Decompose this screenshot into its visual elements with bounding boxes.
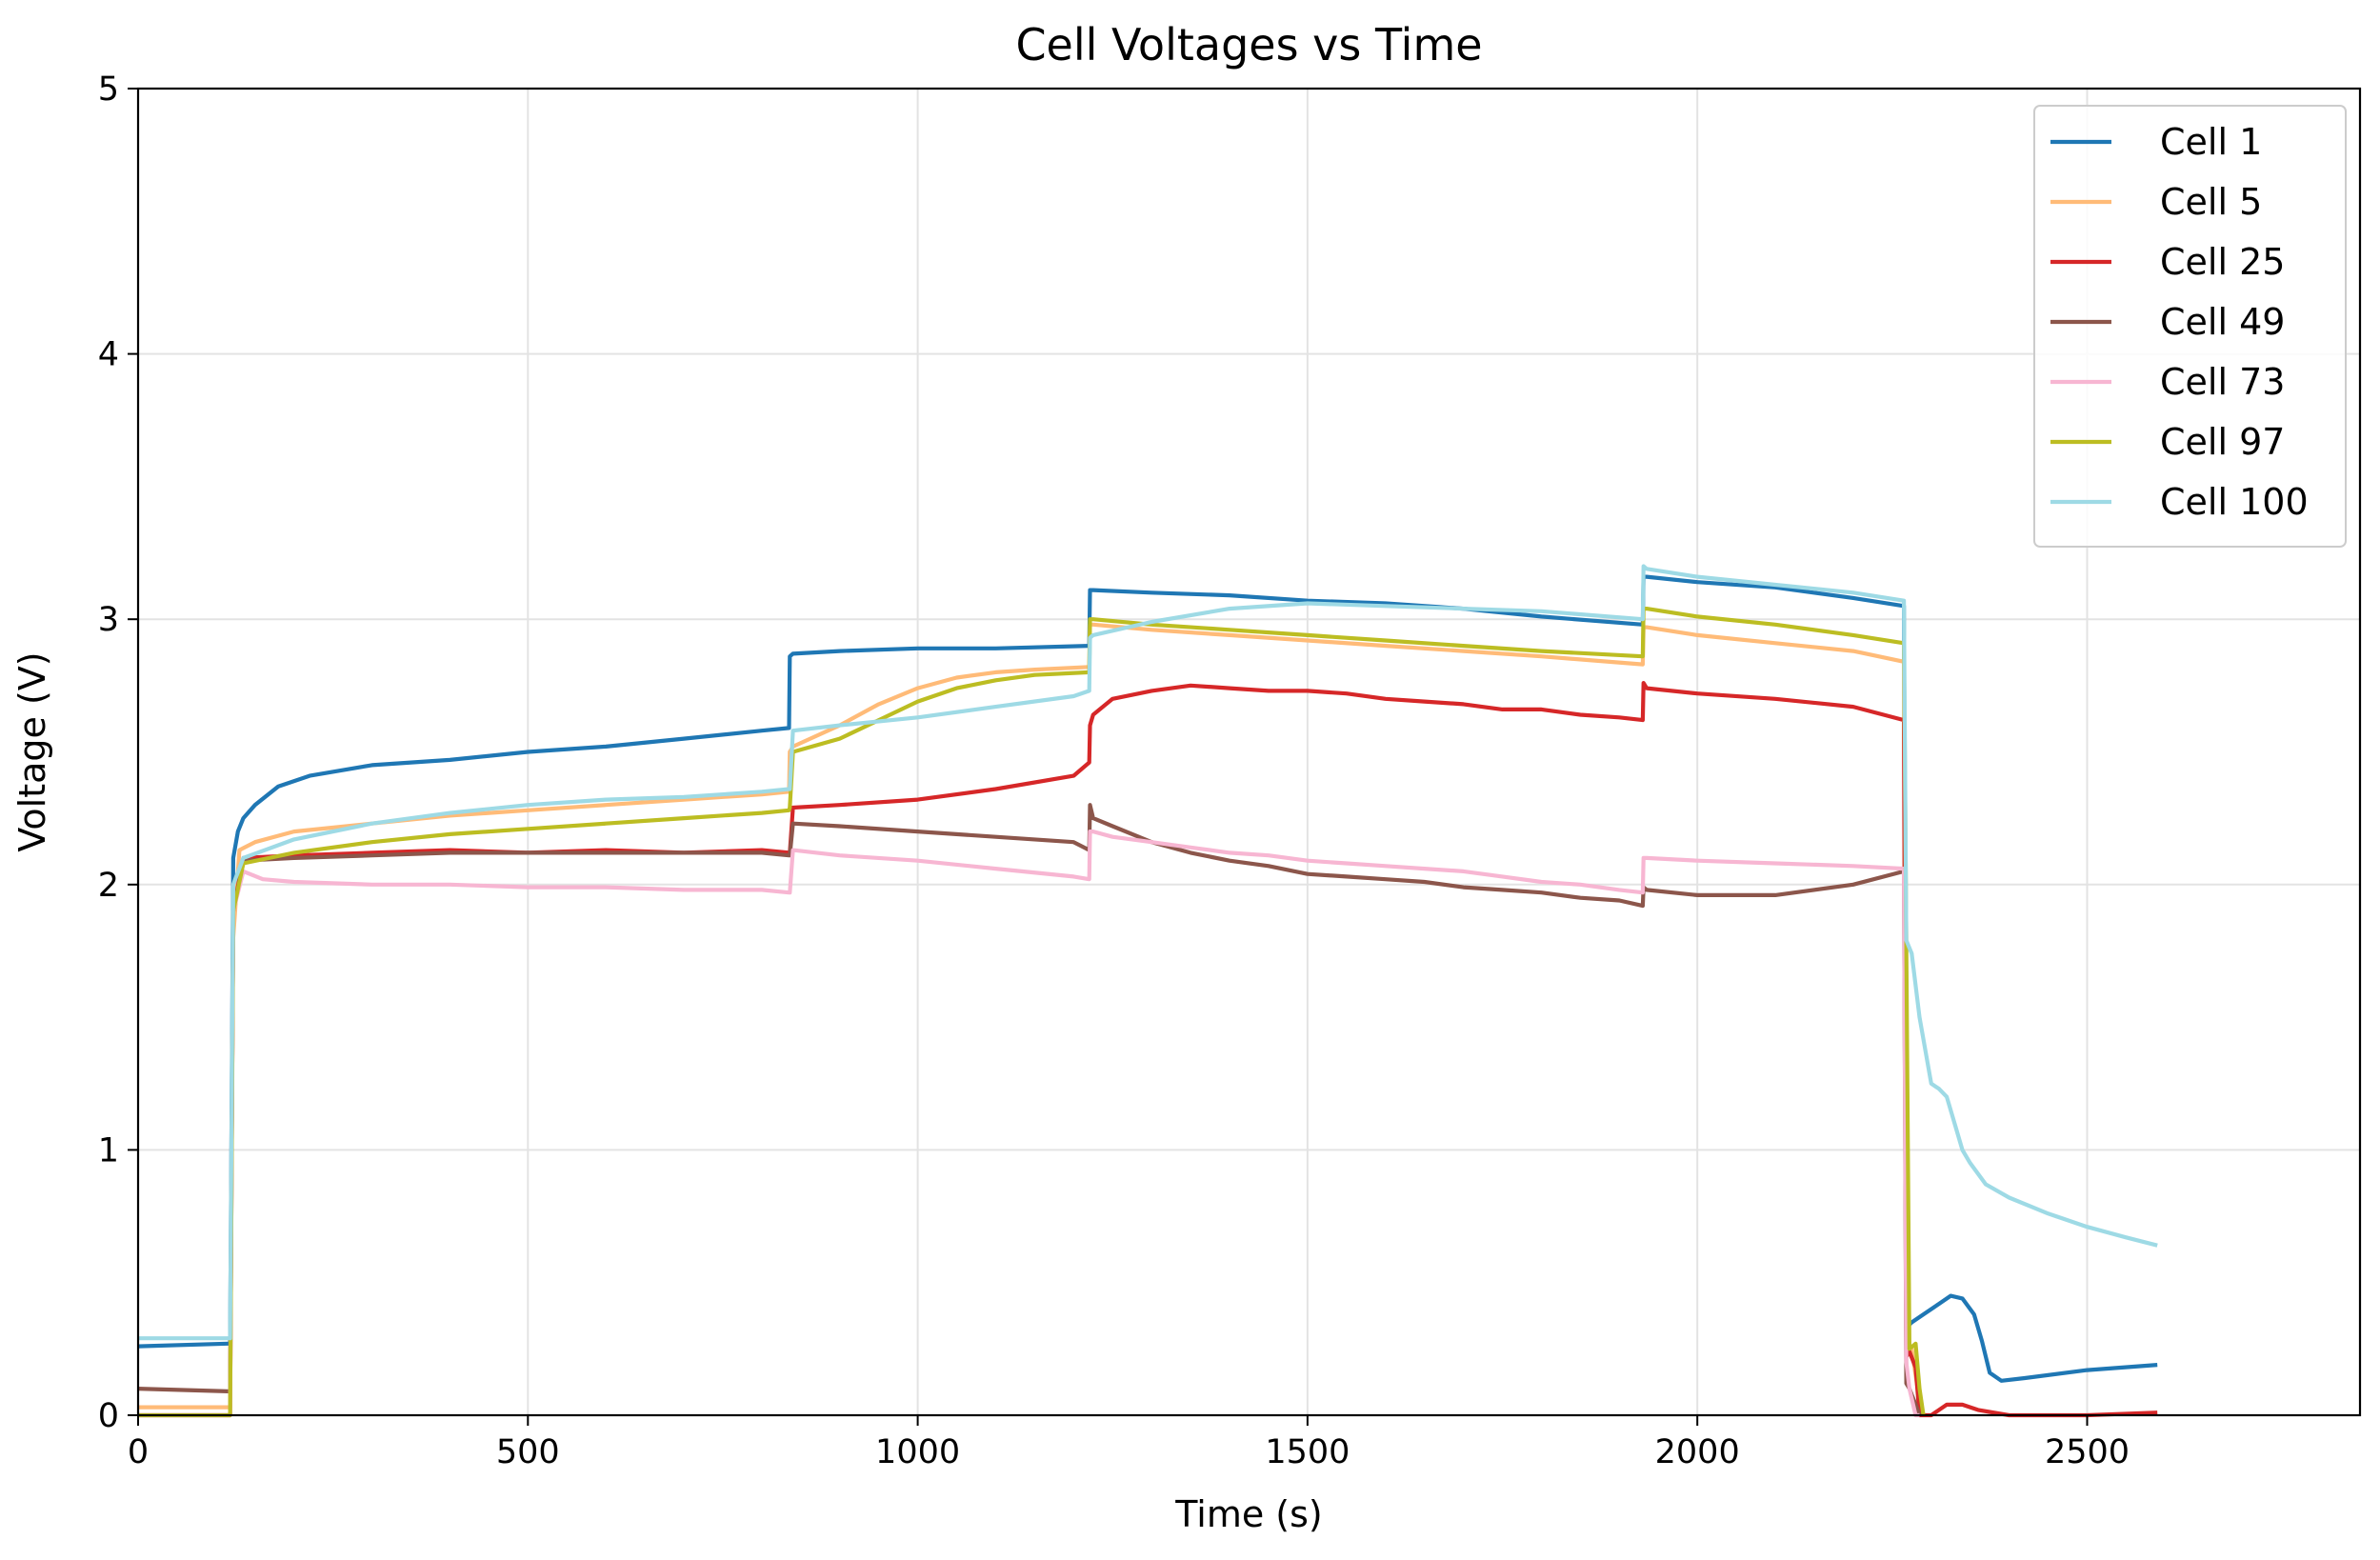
y-tick-label: 5 — [98, 70, 119, 109]
legend-label: Cell 97 — [2160, 421, 2285, 463]
legend-box — [2033, 105, 2347, 548]
legend: Cell 1 Cell 5 Cell 25 Cell 49 Cell 73 Cell 97… — [2033, 105, 2347, 548]
y-tick-label: 1 — [98, 1131, 119, 1170]
legend-label: Cell 5 — [2160, 181, 2262, 223]
plot-frame — [136, 87, 2362, 1417]
x-axis-title: Time (s) — [1174, 1493, 1323, 1535]
legend-label: Cell 1 — [2160, 121, 2262, 163]
series-line-cell-25 — [138, 680, 2158, 1418]
chart-title: Cell Voltages vs Time — [1015, 19, 1482, 70]
x-tick-label: 500 — [496, 1433, 560, 1471]
series-line-cell-100 — [138, 564, 2158, 1341]
legend-label: Cell 100 — [2160, 481, 2309, 523]
y-axis-title: Voltage (V) — [11, 651, 53, 851]
x-tick-label: 0 — [128, 1433, 149, 1471]
y-tick-label: 2 — [98, 867, 119, 905]
axis-ticks: 0 500 1000 1500 2000 2500 0 1 2 3 4 5 — [98, 70, 2130, 1471]
legend-label: Cell 25 — [2160, 241, 2285, 283]
legend-label: Cell 73 — [2160, 361, 2285, 403]
x-tick-label: 2500 — [2045, 1433, 2130, 1471]
series-lines — [137, 564, 2158, 1418]
series-line-cell-97 — [138, 606, 1926, 1418]
series-line-cell-73 — [138, 829, 1920, 1418]
legend-label: Cell 49 — [2160, 301, 2285, 343]
x-tick-label: 1500 — [1265, 1433, 1350, 1471]
x-tick-label: 2000 — [1655, 1433, 1740, 1471]
y-tick-label: 3 — [98, 601, 119, 639]
y-tick-label: 4 — [98, 336, 119, 374]
y-tick-label: 0 — [98, 1397, 119, 1435]
x-tick-label: 1000 — [875, 1433, 960, 1471]
series-line-cell-1 — [137, 574, 2158, 1383]
